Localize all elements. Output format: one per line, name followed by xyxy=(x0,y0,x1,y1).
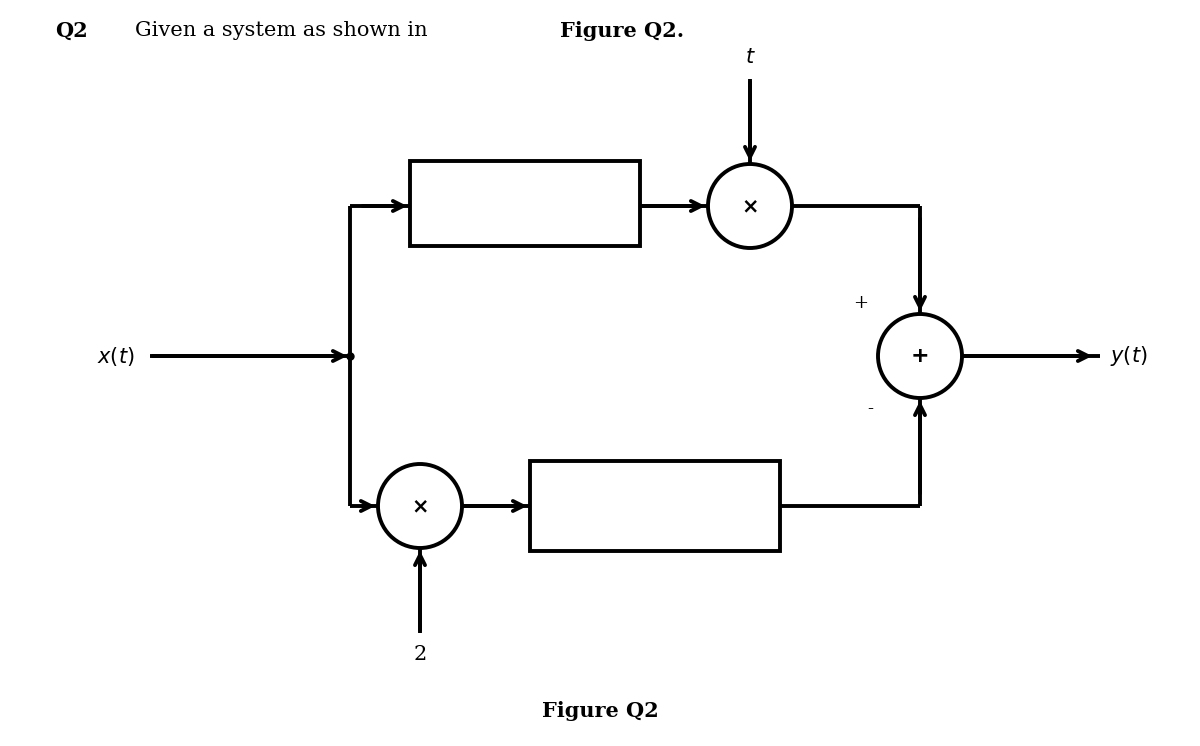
Text: Figure Q2: Figure Q2 xyxy=(541,701,659,721)
Text: Q2: Q2 xyxy=(55,21,88,41)
Text: ×: × xyxy=(412,496,428,516)
Text: +: + xyxy=(853,294,868,312)
Text: $x(t)$: $x(t)$ xyxy=(97,345,134,368)
Text: Given a system as shown in: Given a system as shown in xyxy=(134,22,434,40)
Text: Figure Q2.: Figure Q2. xyxy=(560,21,684,41)
Bar xyxy=(530,461,780,551)
Text: ×: × xyxy=(742,196,758,216)
Text: 2: 2 xyxy=(413,645,427,664)
Text: $t$: $t$ xyxy=(744,48,756,67)
Text: $y(t)$: $y(t)$ xyxy=(1110,344,1147,368)
Text: -: - xyxy=(866,400,872,418)
Text: Advance by 2: Advance by 2 xyxy=(458,195,592,213)
Bar xyxy=(410,161,640,246)
Text: +: + xyxy=(911,346,929,366)
Text: Delay by 3: Delay by 3 xyxy=(602,497,707,515)
